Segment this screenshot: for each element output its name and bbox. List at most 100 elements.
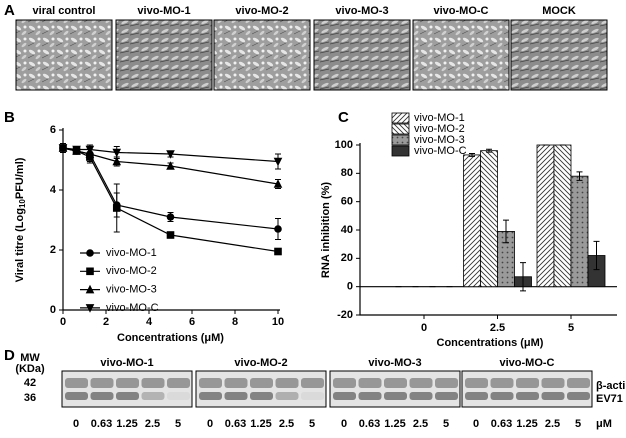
legend-swatch [391, 134, 410, 146]
legend-label: vivo-MO-1 [106, 247, 157, 259]
lane-label: 0.63 [359, 418, 380, 430]
y-axis-label-part: PFU/ml) [14, 157, 26, 199]
legend-marker [85, 284, 95, 294]
micrograph [510, 19, 608, 91]
band [250, 392, 273, 400]
legend-swatch [391, 145, 410, 157]
band [116, 378, 139, 388]
legend-marker [86, 249, 94, 257]
gel [61, 370, 193, 408]
lane-label: 0.63 [225, 418, 246, 430]
marker [274, 247, 282, 256]
y-tick-label: 40 [341, 224, 353, 236]
image-label: vivo-MO-C [434, 5, 489, 17]
x-axis-label: Concentrations (μM) [117, 332, 224, 344]
image-label: vivo-MO-3 [335, 5, 388, 17]
mw-label: MW [20, 352, 40, 364]
band [167, 378, 190, 388]
band [358, 392, 382, 400]
band [435, 378, 458, 388]
band-label: EV71 [596, 393, 623, 405]
marker [166, 161, 175, 170]
y-axis-label-sub: 10 [18, 199, 27, 208]
band [65, 392, 88, 400]
lane-label: 1.25 [116, 418, 137, 430]
band [65, 378, 88, 388]
lane-label: 5 [309, 418, 315, 430]
band [301, 378, 324, 388]
x-tick-label: 0 [60, 316, 66, 328]
image-label: MOCK [542, 5, 576, 17]
band [199, 378, 222, 388]
band [490, 392, 514, 400]
marker [274, 225, 282, 233]
y-axis-label: Viral titre (Log10PFU/ml) [14, 157, 27, 282]
y-tick-label: 2 [50, 244, 56, 256]
lane-label: 5 [575, 418, 581, 430]
panel-letter: A [4, 2, 15, 19]
band [141, 392, 165, 400]
band [490, 378, 514, 388]
band [116, 392, 139, 400]
band [409, 392, 433, 400]
band [435, 392, 458, 400]
panel-letter: B [4, 109, 15, 126]
mw-marker: 36 [24, 392, 36, 404]
lane-label: 5 [175, 418, 181, 430]
legend-label: vivo-MO-3 [414, 134, 465, 146]
marker [72, 145, 81, 155]
image-label: viral control [33, 5, 96, 17]
lane-label: 2.5 [279, 418, 294, 430]
band [199, 392, 222, 400]
lane-label: 0.63 [491, 418, 512, 430]
band [275, 378, 299, 388]
x-axis-label: Concentrations (μM) [437, 337, 544, 349]
band [167, 392, 190, 400]
band [333, 392, 356, 400]
gel [461, 370, 593, 408]
band [384, 378, 407, 388]
legend-label: vivo-MO-C [106, 302, 159, 314]
marker [58, 144, 68, 153]
y-tick-label: 100 [335, 139, 353, 151]
micrograph [115, 19, 213, 91]
y-tick-label: 0 [347, 281, 353, 293]
x-tick-label: 0 [421, 322, 427, 334]
band [141, 378, 165, 388]
y-tick-label: -20 [337, 309, 353, 321]
y-tick-label: 20 [341, 252, 353, 264]
series-line [62, 147, 279, 185]
y-tick-label: 4 [50, 184, 57, 196]
lane-label: 0 [73, 418, 79, 430]
legend-swatch [391, 112, 410, 124]
marker [273, 157, 283, 167]
panel-b: 0 2 4 6 0 2 4 6 8 10 Concentrations (μM) Viral titr… [14, 124, 284, 344]
bar [536, 144, 555, 288]
image-label: vivo-MO-1 [137, 5, 190, 17]
x-tick-label: 10 [272, 316, 284, 328]
band [358, 378, 382, 388]
gel-label: vivo-MO-3 [368, 357, 421, 369]
y-tick-label: 60 [341, 196, 353, 208]
y-axis-label: RNA inhibition (%) [320, 182, 332, 278]
legend-swatch [391, 123, 410, 135]
band-label: β-actin [596, 380, 626, 392]
x-tick-label: 5 [568, 322, 574, 334]
band [90, 378, 114, 388]
micrograph [15, 19, 113, 91]
image-label: vivo-MO-2 [235, 5, 288, 17]
mw-marker: 42 [24, 377, 36, 389]
micrograph [313, 19, 411, 91]
panel-a: viral control vivo-MO-1 vivo-MO-2 vivo-MO-3… [15, 5, 608, 91]
band [465, 392, 488, 400]
y-tick-label: 80 [341, 167, 353, 179]
band [250, 378, 273, 388]
x-tick-label: 2.5 [490, 322, 505, 334]
gel-label: vivo-MO-C [500, 357, 555, 369]
band [465, 378, 488, 388]
lane-label: 2.5 [545, 418, 560, 430]
gel-label: vivo-MO-2 [234, 357, 287, 369]
lane-label: 0 [341, 418, 347, 430]
y-tick-label: 0 [50, 304, 56, 316]
